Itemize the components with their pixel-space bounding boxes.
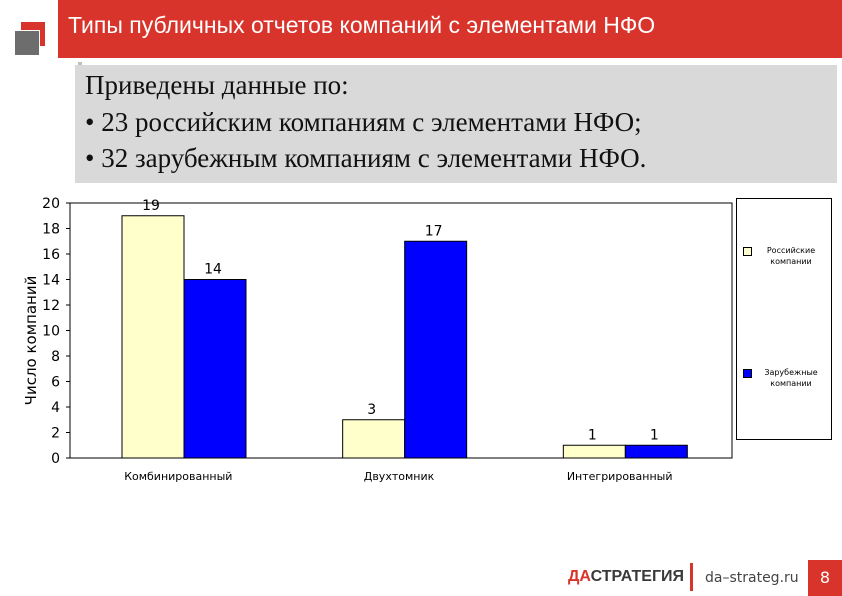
legend-label-foreign: Зарубежные компании — [764, 368, 818, 388]
logo-square-grey — [14, 30, 40, 56]
y-tick-label: 20 — [42, 196, 60, 212]
bar-russian — [562, 444, 626, 459]
info-box — [75, 65, 837, 183]
title-bar — [58, 0, 842, 58]
x-tick-label: Интегрированный — [567, 470, 673, 483]
y-tick-label: 12 — [42, 298, 60, 314]
bar-russian — [121, 215, 185, 459]
data-label: 19 — [142, 198, 160, 214]
info-line-2: • 23 российским компаниям с элементами Н… — [85, 107, 642, 137]
y-tick-label: 8 — [51, 349, 60, 365]
info-line-1: Приведены данные по: — [85, 70, 349, 100]
info-line-3: • 32 зарубежным компаниям с элементами Н… — [85, 143, 647, 173]
legend-label-russian: Российские компании — [766, 246, 816, 266]
legend-swatch-russian — [743, 247, 752, 256]
x-tick-label: Комбинированный — [124, 470, 232, 483]
bar-foreign — [624, 444, 688, 459]
page-number: 8 — [808, 560, 842, 596]
y-tick-label: 2 — [51, 426, 60, 442]
bar-foreign — [183, 279, 247, 459]
y-axis-label: Число компаний — [22, 276, 40, 406]
footer-site: da–strateg.ru — [705, 570, 799, 586]
data-label: 1 — [650, 427, 659, 443]
data-label: 17 — [425, 223, 443, 239]
legend-swatch-foreign — [743, 369, 752, 378]
footer-separator — [690, 563, 693, 591]
y-tick-label: 16 — [42, 247, 60, 263]
logo-rest: СТРАТЕГИЯ — [590, 568, 685, 585]
y-tick-label: 10 — [42, 324, 60, 340]
y-tick-label: 0 — [51, 451, 60, 467]
y-tick-label: 6 — [51, 375, 60, 391]
bar-russian — [342, 419, 406, 459]
logo-da: ДА — [568, 568, 591, 585]
data-label: 3 — [367, 402, 376, 418]
data-label: 14 — [204, 262, 222, 278]
legend: Российские компании Зарубежные компании — [736, 198, 832, 440]
y-tick-label: 14 — [42, 273, 60, 289]
y-tick-label: 18 — [42, 222, 60, 238]
bar-foreign — [404, 240, 468, 459]
y-tick-label: 4 — [51, 400, 60, 416]
company-logo: ДАСТРАТЕГИЯ — [568, 568, 684, 586]
x-tick-label: Двухтомник — [364, 470, 435, 483]
data-label: 1 — [588, 427, 597, 443]
page-title: Типы публичных отчетов компаний с элемен… — [68, 12, 656, 38]
